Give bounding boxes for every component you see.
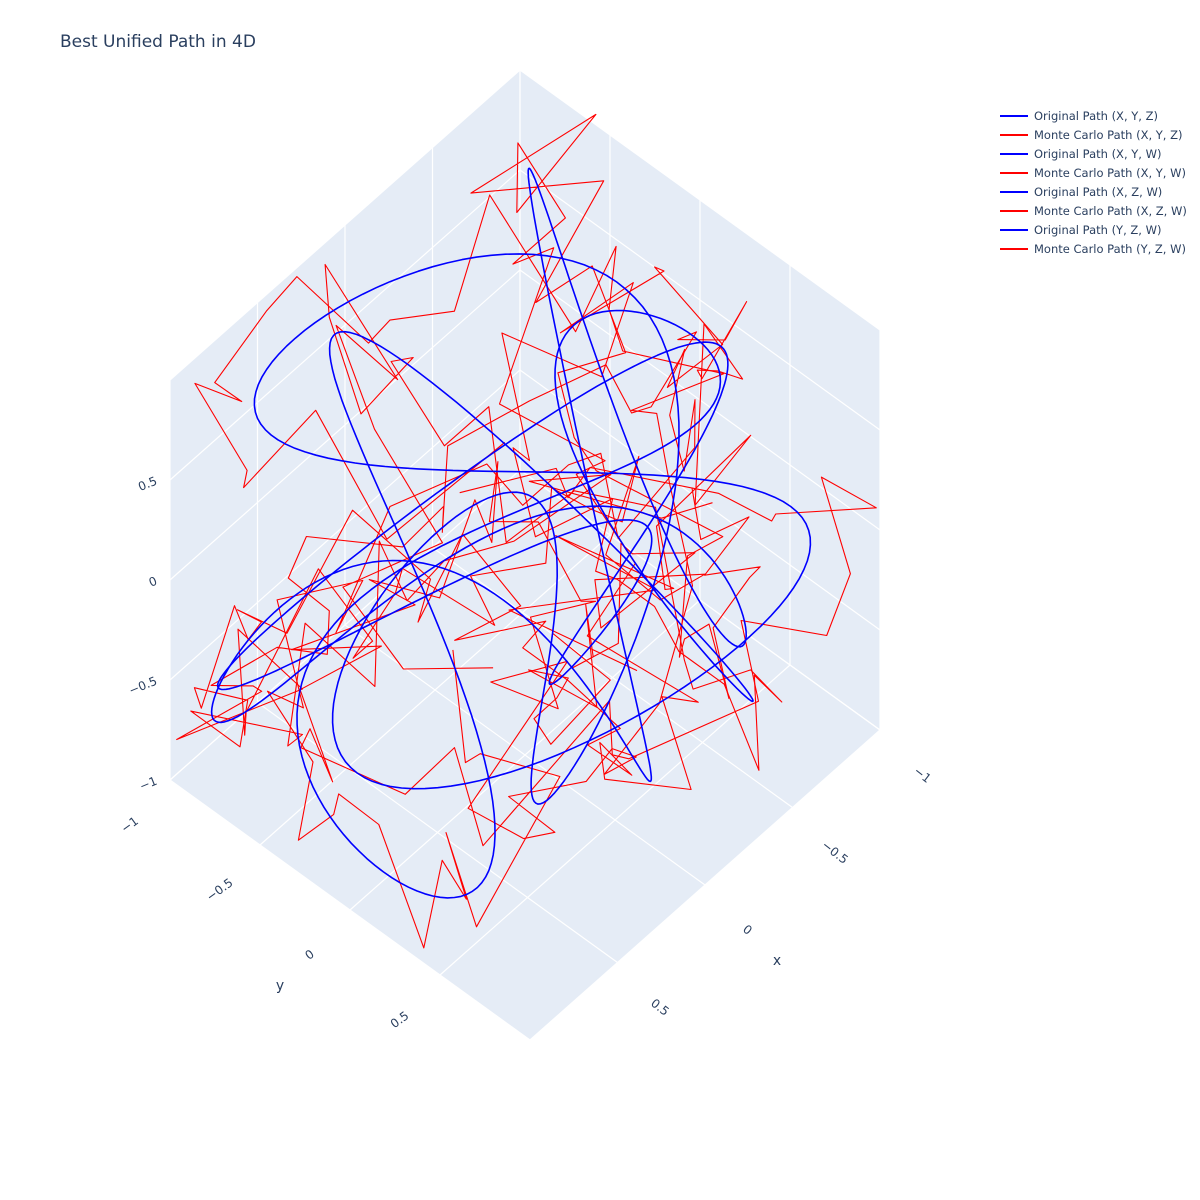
gridline [529, 729, 881, 1041]
trace-original-path-x-y-w[interactable] [216, 341, 729, 691]
legend-item[interactable]: Original Path (X, Y, W) [1000, 144, 1187, 163]
gridline [349, 599, 701, 911]
legend-item[interactable]: Monte Carlo Path (X, Y, W) [1000, 163, 1187, 182]
z-tick-label: 0 [147, 574, 159, 590]
scene-traces [176, 113, 877, 949]
legend-swatch [1000, 171, 1028, 174]
trace-original-path-y-z-w[interactable] [253, 253, 812, 805]
gridline [169, 269, 521, 581]
gridline [169, 169, 521, 481]
gridline [169, 779, 531, 1041]
legend-item[interactable]: Monte Carlo Path (X, Y, Z) [1000, 125, 1187, 144]
y-tick-label: −0.5 [204, 876, 236, 904]
trace-original-path-x-y-z[interactable] [210, 167, 748, 783]
y-axis-title: y [276, 978, 284, 994]
x-tick-label: −0.5 [819, 838, 851, 867]
chart-title: Best Unified Path in 4D [60, 32, 256, 52]
trace-monte-carlo-path-x-z-w[interactable] [266, 263, 783, 949]
legend-item[interactable]: Original Path (X, Y, Z) [1000, 106, 1187, 125]
z-tick-label: −0.5 [127, 674, 159, 698]
legend-label: Original Path (Y, Z, W) [1034, 222, 1162, 237]
legend-swatch [1000, 247, 1028, 250]
gridline [169, 69, 521, 381]
gridline [519, 69, 881, 331]
legend-swatch [1000, 209, 1028, 212]
y-tick-label: 0.5 [388, 1008, 412, 1031]
legend-swatch [1000, 133, 1028, 136]
legend-label: Original Path (X, Z, W) [1034, 184, 1163, 199]
trace-monte-carlo-path-y-z-w[interactable] [194, 194, 877, 847]
legend-label: Monte Carlo Path (X, Z, W) [1034, 203, 1187, 218]
legend-swatch [1000, 152, 1028, 155]
legend-item[interactable]: Monte Carlo Path (Y, Z, W) [1000, 239, 1187, 258]
x-axis-title: x [773, 953, 781, 969]
legend-label: Monte Carlo Path (Y, Z, W) [1034, 241, 1186, 256]
x-tick-label: 0 [740, 922, 755, 938]
legend-label: Original Path (X, Y, Z) [1034, 108, 1158, 123]
legend-label: Original Path (X, Y, W) [1034, 146, 1162, 161]
scene-panes [170, 70, 880, 1040]
legend-item[interactable]: Monte Carlo Path (X, Z, W) [1000, 201, 1187, 220]
trace-original-path-x-z-w[interactable] [296, 309, 754, 899]
x-tick-label: −1 [911, 764, 934, 786]
gridline [519, 169, 881, 431]
legend-label: Monte Carlo Path (X, Y, W) [1034, 165, 1186, 180]
gridline [439, 664, 791, 976]
legend: Original Path (X, Y, Z) Monte Carlo Path … [1000, 106, 1187, 258]
z-tick-label: −1 [137, 774, 159, 794]
legend-swatch [1000, 228, 1028, 231]
y-tick-label: 0 [302, 947, 316, 963]
legend-label: Monte Carlo Path (X, Y, Z) [1034, 127, 1183, 142]
legend-swatch [1000, 114, 1028, 117]
legend-swatch [1000, 190, 1028, 193]
x-tick-label: 0.5 [648, 996, 672, 1019]
y-tick-label: −1 [118, 814, 141, 836]
legend-item[interactable]: Original Path (Y, Z, W) [1000, 220, 1187, 239]
scene-gridlines [169, 69, 881, 1041]
z-tick-label: 0.5 [136, 474, 159, 494]
legend-item[interactable]: Original Path (X, Z, W) [1000, 182, 1187, 201]
